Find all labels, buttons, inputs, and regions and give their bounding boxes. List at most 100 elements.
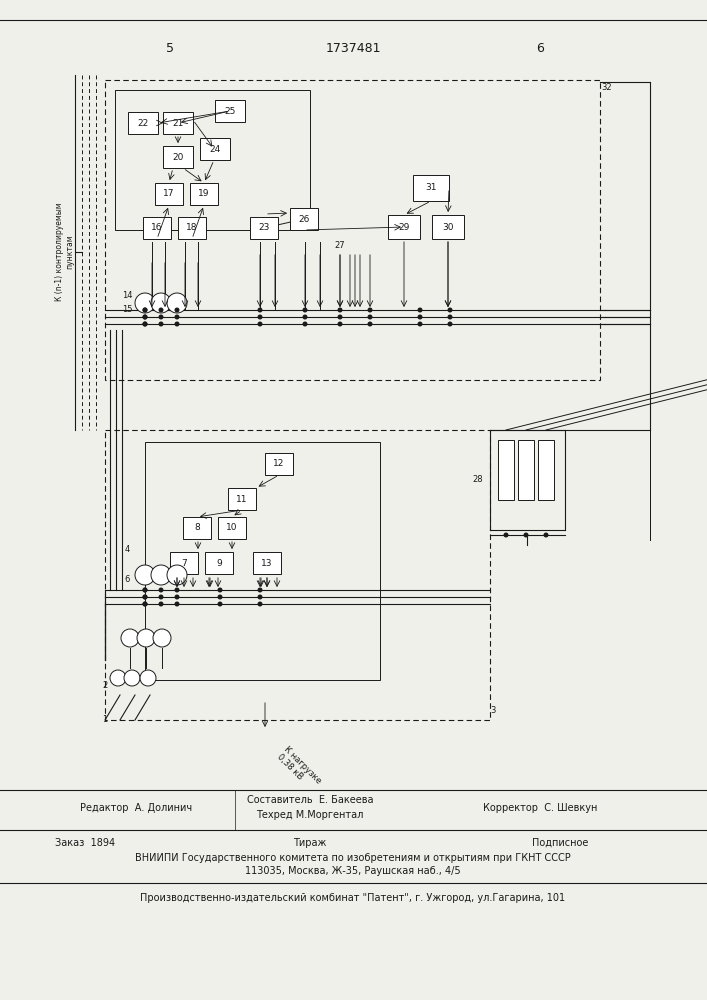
Text: Составитель  Е. Бакеева: Составитель Е. Бакеева [247,795,373,805]
Circle shape [257,314,262,320]
Bar [178,217,206,239]
Text: 13: 13 [262,558,273,568]
Circle shape [143,314,148,320]
Text: 23: 23 [258,224,269,232]
Bar [413,175,449,201]
Bar [538,440,554,500]
Circle shape [448,322,452,326]
Text: 1737481: 1737481 [325,41,381,54]
Circle shape [523,532,529,538]
Circle shape [418,322,423,326]
Bar [163,146,193,168]
Text: 29: 29 [398,223,409,232]
Bar [145,442,380,680]
Bar [250,217,278,239]
Circle shape [143,601,148,606]
Bar [163,112,193,134]
Circle shape [257,587,262,592]
Circle shape [368,308,373,312]
Circle shape [218,587,223,592]
Text: 22: 22 [137,118,148,127]
Bar [388,215,420,239]
Bar [290,208,318,230]
Circle shape [303,322,308,326]
Text: Производственно-издательский комбинат "Патент", г. Ужгород, ул.Гагарина, 101: Производственно-издательский комбинат "П… [141,893,566,903]
Bar [253,552,281,574]
Circle shape [167,293,187,313]
Bar [518,440,534,500]
Circle shape [158,308,163,312]
Circle shape [303,314,308,320]
Text: 25: 25 [224,106,235,115]
Circle shape [368,322,373,326]
Bar [143,217,171,239]
Text: Редактор  А. Долинич: Редактор А. Долинич [80,803,192,813]
Circle shape [257,308,262,312]
Bar [115,90,310,230]
Text: 31: 31 [425,184,437,192]
Circle shape [143,308,148,312]
Circle shape [418,314,423,320]
Text: 27: 27 [334,240,345,249]
Circle shape [175,594,180,599]
Text: 9: 9 [216,558,222,568]
Bar [228,488,256,510]
Circle shape [151,293,171,313]
Circle shape [124,670,140,686]
Text: Заказ  1894: Заказ 1894 [55,838,115,848]
Text: Подписное: Подписное [532,838,588,848]
Text: 2: 2 [103,680,107,690]
Bar [218,517,246,539]
Circle shape [143,314,148,320]
Circle shape [418,308,423,312]
Circle shape [257,601,262,606]
Text: 32: 32 [601,83,612,92]
Circle shape [158,322,163,326]
Circle shape [143,601,148,606]
Text: 3: 3 [490,706,496,715]
Text: 24: 24 [209,144,221,153]
Circle shape [143,587,148,592]
Circle shape [158,601,163,606]
Circle shape [158,314,163,320]
Text: 30: 30 [443,223,454,232]
Bar [170,552,198,574]
Text: 14: 14 [122,290,132,300]
Circle shape [175,314,180,320]
Text: 6: 6 [536,41,544,54]
Circle shape [137,629,155,647]
Text: 1: 1 [103,716,107,724]
Text: Корректор  С. Шевкун: Корректор С. Шевкун [483,803,597,813]
Bar [155,183,183,205]
Circle shape [121,629,139,647]
Circle shape [303,308,308,312]
Circle shape [175,322,180,326]
Circle shape [448,314,452,320]
Text: 5: 5 [166,41,174,54]
Text: 4: 4 [124,546,129,554]
Circle shape [448,308,452,312]
Text: К нагрузке
0,38 кВ: К нагрузке 0,38 кВ [275,745,323,793]
Circle shape [143,322,148,326]
Text: 15: 15 [122,306,132,314]
Circle shape [257,322,262,326]
Text: 10: 10 [226,524,238,532]
Circle shape [158,587,163,592]
Circle shape [337,308,342,312]
Circle shape [143,594,148,599]
Circle shape [143,308,148,312]
Text: 26: 26 [298,215,310,224]
Circle shape [143,594,148,599]
Text: 6: 6 [124,576,129,584]
Bar [265,453,293,475]
Circle shape [158,594,163,599]
Bar [498,440,514,500]
Text: 16: 16 [151,224,163,232]
Bar [105,80,600,380]
Circle shape [503,532,508,538]
Circle shape [175,308,180,312]
Circle shape [257,594,262,599]
Circle shape [135,565,155,585]
Circle shape [337,322,342,326]
Text: 7: 7 [181,558,187,568]
